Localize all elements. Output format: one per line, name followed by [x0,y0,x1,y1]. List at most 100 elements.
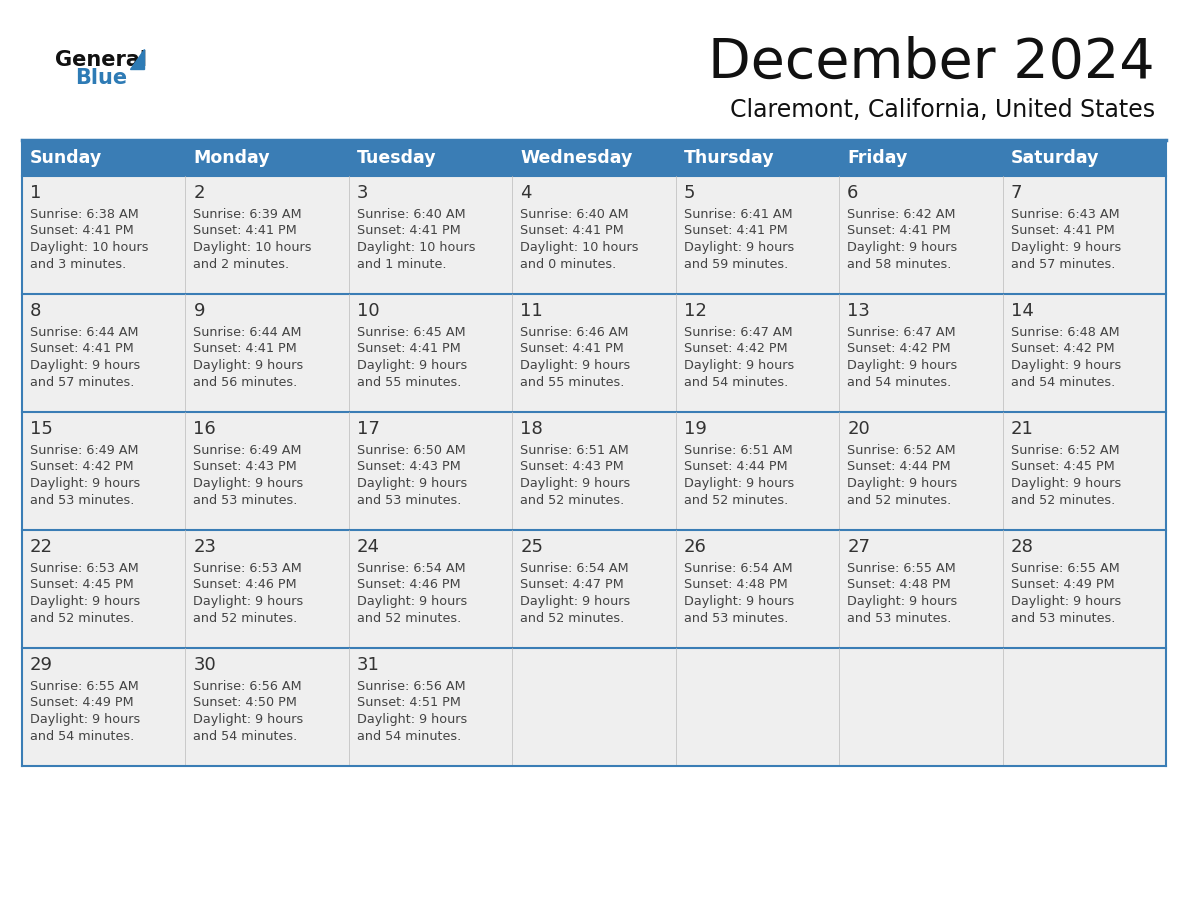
Text: Sunrise: 6:48 AM: Sunrise: 6:48 AM [1011,326,1119,339]
Text: and 52 minutes.: and 52 minutes. [520,494,625,507]
Text: 11: 11 [520,302,543,320]
Text: Sunset: 4:42 PM: Sunset: 4:42 PM [847,342,950,355]
Bar [23,648,1165,766]
Text: 4: 4 [520,184,532,202]
Text: Daylight: 9 hours: Daylight: 9 hours [356,595,467,608]
Text: Sunrise: 6:47 AM: Sunrise: 6:47 AM [684,326,792,339]
Text: Daylight: 9 hours: Daylight: 9 hours [520,595,631,608]
Text: Sunset: 4:41 PM: Sunset: 4:41 PM [30,225,134,238]
Text: Sunrise: 6:53 AM: Sunrise: 6:53 AM [194,562,302,575]
Text: Sunrise: 6:49 AM: Sunrise: 6:49 AM [30,444,139,457]
Text: and 2 minutes.: and 2 minutes. [194,258,290,271]
Text: Tuesday: Tuesday [356,149,436,167]
Text: Daylight: 9 hours: Daylight: 9 hours [684,359,794,372]
Text: Sunrise: 6:52 AM: Sunrise: 6:52 AM [1011,444,1119,457]
Text: 1: 1 [30,184,42,202]
Bar [185,140,349,176]
Text: and 58 minutes.: and 58 minutes. [847,258,952,271]
Text: Sunrise: 6:44 AM: Sunrise: 6:44 AM [194,326,302,339]
Text: Sunset: 4:41 PM: Sunset: 4:41 PM [30,342,134,355]
Text: and 53 minutes.: and 53 minutes. [194,494,298,507]
Text: Sunset: 4:46 PM: Sunset: 4:46 PM [356,578,461,591]
Text: Sunset: 4:41 PM: Sunset: 4:41 PM [194,225,297,238]
Text: and 53 minutes.: and 53 minutes. [847,611,952,624]
Text: Sunset: 4:41 PM: Sunset: 4:41 PM [1011,225,1114,238]
Text: Sunset: 4:45 PM: Sunset: 4:45 PM [30,578,134,591]
Bar [23,176,1165,294]
Text: 14: 14 [1011,302,1034,320]
Bar [676,140,839,176]
Text: Sunrise: 6:55 AM: Sunrise: 6:55 AM [30,680,139,693]
Text: Sunrise: 6:41 AM: Sunrise: 6:41 AM [684,208,792,221]
Text: Sunrise: 6:47 AM: Sunrise: 6:47 AM [847,326,956,339]
Text: and 3 minutes.: and 3 minutes. [30,258,126,271]
Text: Sunset: 4:47 PM: Sunset: 4:47 PM [520,578,624,591]
Text: 22: 22 [30,538,53,556]
Text: Daylight: 10 hours: Daylight: 10 hours [30,241,148,254]
Text: 18: 18 [520,420,543,438]
Text: and 54 minutes.: and 54 minutes. [684,375,788,388]
Text: Sunrise: 6:51 AM: Sunrise: 6:51 AM [520,444,628,457]
Text: Sunset: 4:49 PM: Sunset: 4:49 PM [30,697,133,710]
Text: General: General [55,50,147,70]
Text: Sunrise: 6:40 AM: Sunrise: 6:40 AM [356,208,466,221]
Text: Sunrise: 6:54 AM: Sunrise: 6:54 AM [520,562,628,575]
Text: Daylight: 10 hours: Daylight: 10 hours [520,241,639,254]
Text: and 54 minutes.: and 54 minutes. [1011,375,1114,388]
Text: Sunset: 4:43 PM: Sunset: 4:43 PM [520,461,624,474]
Text: Sunrise: 6:53 AM: Sunrise: 6:53 AM [30,562,139,575]
Text: 27: 27 [847,538,870,556]
Text: Sunday: Sunday [30,149,102,167]
Text: 20: 20 [847,420,870,438]
Text: Daylight: 9 hours: Daylight: 9 hours [847,595,958,608]
Text: Sunrise: 6:50 AM: Sunrise: 6:50 AM [356,444,466,457]
Polygon shape [129,49,144,69]
Text: Sunset: 4:41 PM: Sunset: 4:41 PM [356,342,461,355]
Text: Daylight: 9 hours: Daylight: 9 hours [847,241,958,254]
Bar [23,140,185,176]
Text: and 54 minutes.: and 54 minutes. [194,730,298,743]
Text: Monday: Monday [194,149,270,167]
Text: 15: 15 [30,420,53,438]
Text: Daylight: 9 hours: Daylight: 9 hours [1011,359,1120,372]
Text: and 52 minutes.: and 52 minutes. [684,494,788,507]
Text: Sunset: 4:41 PM: Sunset: 4:41 PM [684,225,788,238]
Text: Sunset: 4:45 PM: Sunset: 4:45 PM [1011,461,1114,474]
Text: Daylight: 9 hours: Daylight: 9 hours [1011,595,1120,608]
Text: and 52 minutes.: and 52 minutes. [30,611,134,624]
Text: Sunrise: 6:39 AM: Sunrise: 6:39 AM [194,208,302,221]
Text: 29: 29 [30,656,53,674]
Text: 12: 12 [684,302,707,320]
Text: Sunset: 4:41 PM: Sunset: 4:41 PM [194,342,297,355]
Text: Sunset: 4:51 PM: Sunset: 4:51 PM [356,697,461,710]
Text: Sunrise: 6:49 AM: Sunrise: 6:49 AM [194,444,302,457]
Text: and 53 minutes.: and 53 minutes. [684,611,788,624]
Text: Daylight: 9 hours: Daylight: 9 hours [194,713,304,726]
Text: 17: 17 [356,420,380,438]
Bar [23,530,1165,648]
Text: Daylight: 9 hours: Daylight: 9 hours [30,595,140,608]
Text: 8: 8 [30,302,42,320]
Text: Sunset: 4:41 PM: Sunset: 4:41 PM [356,225,461,238]
Text: Sunrise: 6:38 AM: Sunrise: 6:38 AM [30,208,139,221]
Text: Sunset: 4:41 PM: Sunset: 4:41 PM [520,225,624,238]
Text: Daylight: 9 hours: Daylight: 9 hours [30,477,140,490]
Text: Daylight: 9 hours: Daylight: 9 hours [684,477,794,490]
Text: Sunrise: 6:51 AM: Sunrise: 6:51 AM [684,444,792,457]
Text: Thursday: Thursday [684,149,775,167]
Text: Sunset: 4:41 PM: Sunset: 4:41 PM [847,225,950,238]
Text: Sunrise: 6:44 AM: Sunrise: 6:44 AM [30,326,139,339]
Text: 13: 13 [847,302,870,320]
Text: Sunset: 4:48 PM: Sunset: 4:48 PM [684,578,788,591]
Text: Daylight: 9 hours: Daylight: 9 hours [684,241,794,254]
Text: and 54 minutes.: and 54 minutes. [847,375,952,388]
Text: Sunset: 4:48 PM: Sunset: 4:48 PM [847,578,950,591]
Text: Daylight: 10 hours: Daylight: 10 hours [194,241,312,254]
Text: and 53 minutes.: and 53 minutes. [30,494,134,507]
Text: Sunrise: 6:55 AM: Sunrise: 6:55 AM [847,562,956,575]
Text: 7: 7 [1011,184,1022,202]
Text: Sunrise: 6:42 AM: Sunrise: 6:42 AM [847,208,955,221]
Text: 23: 23 [194,538,216,556]
Text: Saturday: Saturday [1011,149,1099,167]
Text: Daylight: 9 hours: Daylight: 9 hours [1011,241,1120,254]
